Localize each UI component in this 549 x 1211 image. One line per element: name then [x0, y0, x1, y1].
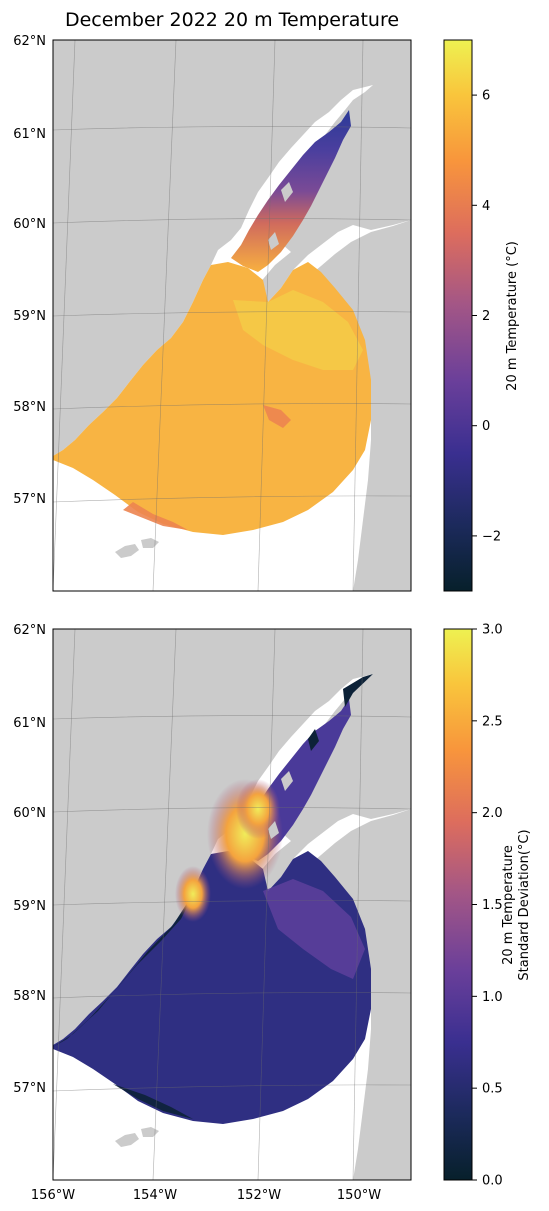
bottom-colorbar-ramp — [443, 628, 473, 1181]
land-inlet-island — [268, 182, 293, 250]
bottom-colorbar-tick-label: 0.5 — [482, 1082, 503, 1097]
stddev-field-inlet-dark — [308, 674, 373, 751]
bottom-colorbar-tick-label: 0.0 — [482, 1174, 503, 1189]
lat-label-59-bottom: 59°N — [13, 899, 46, 914]
lat-label-57: 57°N — [13, 492, 46, 507]
temperature-field-cool-edge — [123, 405, 291, 530]
lon-label-154: 154°W — [133, 1188, 177, 1203]
bottom-map-panel: 62°N 61°N 60°N 59°N 58°N 57°N 156°W 154°… — [13, 623, 412, 1203]
top-colorbar-tick-label: 4 — [482, 199, 490, 214]
lat-label-60-bottom: 60°N — [13, 806, 46, 821]
land-inlet-island — [268, 771, 293, 839]
top-colorbar-tick-label: −2 — [482, 529, 501, 544]
lat-label-61: 61°N — [13, 127, 46, 142]
bottom-colorbar: 3.0 2.5 2.0 1.5 1.0 0.5 0.0 20 m Temperature S… — [443, 623, 532, 1189]
lat-label-60: 60°N — [13, 217, 46, 232]
bottom-colorbar-label-line2: Standard Deviation(°C) — [517, 829, 532, 980]
bottom-colorbar-label-line1: 20 m Temperature — [501, 845, 516, 965]
land-kenai — [303, 220, 411, 591]
lon-label-156: 156°W — [31, 1188, 75, 1203]
lon-label-150: 150°W — [337, 1188, 381, 1203]
top-colorbar-tick-label: 0 — [482, 419, 490, 434]
bottom-colorbar-tick-label: 2.5 — [482, 714, 503, 729]
bottom-colorbar-tick-label: 1.5 — [482, 898, 503, 913]
lon-label-152: 152°W — [237, 1188, 281, 1203]
top-map-frame — [52, 39, 412, 592]
land-islets — [115, 538, 159, 558]
lat-label-62-bottom: 62°N — [13, 623, 46, 638]
top-map-panel: 62°N 61°N 60°N 59°N 58°N 57°N — [13, 34, 412, 592]
top-colorbar-tick-label: 2 — [482, 309, 490, 324]
temperature-field-warm-core — [233, 290, 363, 370]
lat-label-58: 58°N — [13, 400, 46, 415]
stddev-field-purple — [263, 879, 365, 979]
lat-label-61-bottom: 61°N — [13, 716, 46, 731]
bottom-colorbar-tick-label: 2.0 — [482, 806, 503, 821]
land-islets — [115, 1127, 159, 1147]
top-colorbar: 6 4 2 0 −2 20 m Temperature (°C) — [443, 39, 520, 592]
stddev-field-dark-coast — [53, 873, 203, 1119]
stddev-hotspot-south — [175, 866, 211, 922]
bottom-colorbar-tick-label: 1.0 — [482, 990, 503, 1005]
lat-label-57-bottom: 57°N — [13, 1081, 46, 1096]
lat-label-59: 59°N — [13, 309, 46, 324]
bottom-map-frame — [52, 628, 412, 1181]
top-colorbar-tick-label: 6 — [482, 89, 490, 104]
lat-label-58-bottom: 58°N — [13, 989, 46, 1004]
land-kenai — [303, 809, 411, 1180]
top-colorbar-ramp — [443, 39, 473, 592]
lat-label-62: 62°N — [13, 34, 46, 49]
top-colorbar-label: 20 m Temperature (°C) — [505, 241, 520, 391]
figure-title: December 2022 20 m Temperature — [65, 9, 399, 31]
bottom-colorbar-tick-label: 3.0 — [482, 623, 503, 638]
